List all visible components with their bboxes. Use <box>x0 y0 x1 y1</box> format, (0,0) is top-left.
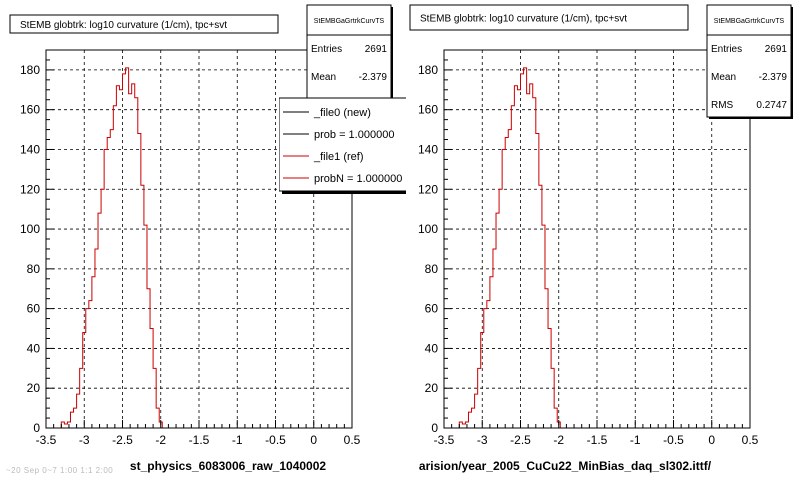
stats-entries-value: 2691 <box>365 44 388 55</box>
x-tick-label: -3.5 <box>36 433 57 447</box>
y-tick-label: 160 <box>418 103 438 117</box>
y-tick-label: 40 <box>27 341 41 355</box>
footer-note: ~20 Sep 0~7 1:00 1:1 2:00 <box>6 466 114 475</box>
x-tick-label: -1.5 <box>587 433 608 447</box>
y-tick-label: 0 <box>33 421 40 435</box>
x-axis-label: arision/year_2005_CuCu22_MinBias_daq_sl3… <box>419 459 712 473</box>
x-tick-label: -2 <box>155 433 166 447</box>
x-tick-label: 0 <box>310 433 317 447</box>
y-tick-label: 140 <box>20 142 40 156</box>
y-tick-label: 20 <box>27 381 41 395</box>
chart-title: StEMB globtrk: log10 curvature (1/cm), t… <box>20 20 227 31</box>
y-tick-label: 120 <box>418 182 438 196</box>
x-tick-label: -1.5 <box>189 433 210 447</box>
stats-entries-label: Entries <box>711 44 742 55</box>
x-tick-label: -2.5 <box>510 433 531 447</box>
histogram-series-line <box>458 67 561 428</box>
stats-mean-label: Mean <box>711 72 736 83</box>
stats-box <box>706 4 792 118</box>
y-tick-label: 180 <box>418 63 438 77</box>
stats-mean-value: -2.379 <box>759 72 788 83</box>
x-tick-label: -1 <box>630 433 641 447</box>
x-axis-label: st_physics_6083006_raw_1040002 <box>130 459 326 473</box>
stats-rms-value: 0.2747 <box>756 100 787 111</box>
y-tick-label: 120 <box>20 182 40 196</box>
y-tick-label: 20 <box>425 381 439 395</box>
histogram-panel-2: -3.5 -3 -2.5 -2 -1.5 -1 -0.5 0 0.5 0 20 40 60 80 100 12… <box>409 4 793 473</box>
stats-rms-label: RMS <box>711 100 734 111</box>
y-tick-label: 60 <box>27 302 41 316</box>
title-box <box>9 14 279 34</box>
x-tick-label: 0.5 <box>742 433 759 447</box>
y-tick-label: 160 <box>20 103 40 117</box>
legend-entry-label: _file0 (new) <box>313 107 371 119</box>
stats-mean-label: Mean <box>311 72 336 83</box>
y-tick-label: 60 <box>425 302 439 316</box>
stats-box-name: StEMBGaGrtrkCurvTS <box>714 18 785 25</box>
x-tick-label: 0.5 <box>344 433 361 447</box>
legend-body: _file0 (new) prob = 1.000000 _file1 (ref) p… <box>279 97 406 194</box>
histogram-series-line <box>60 67 163 428</box>
y-tick-label: 100 <box>20 222 40 236</box>
x-tick-label: -2.5 <box>112 433 133 447</box>
legend-box <box>279 97 406 192</box>
x-tick-label: -1 <box>232 433 243 447</box>
x-tick-label: -3 <box>477 433 488 447</box>
y-tick-label: 180 <box>20 63 40 77</box>
y-tick-label: 80 <box>425 262 439 276</box>
y-tick-label: 140 <box>418 142 438 156</box>
x-tick-label: -0.5 <box>663 433 684 447</box>
y-tick-label: 40 <box>425 341 439 355</box>
stats-entries-label: Entries <box>311 44 342 55</box>
legend: _file0 (new) prob = 1.000000 _file1 (ref) p… <box>279 97 406 194</box>
x-tick-label: -3 <box>79 433 90 447</box>
chart-title: StEMB globtrk: log10 curvature (1/cm), t… <box>420 14 627 25</box>
y-tick-label: 100 <box>418 222 438 236</box>
title-box <box>409 4 689 31</box>
x-tick-label: 0 <box>708 433 715 447</box>
histogram-panel-1: -3.5 -3 -2.5 -2 -1.5 -1 -0.5 0 0.5 0 20 40 60 80 100 12… <box>9 4 406 473</box>
y-tick-label: 80 <box>27 262 41 276</box>
stats-box-name: StEMBGaGrtrkCurvTS <box>314 18 385 25</box>
legend-entry-label: probN = 1.000000 <box>314 173 402 185</box>
x-tick-label: -3.5 <box>434 433 455 447</box>
x-tick-label: -2 <box>553 433 564 447</box>
y-tick-label: 0 <box>431 421 438 435</box>
x-tick-label: -0.5 <box>265 433 286 447</box>
stats-entries-value: 2691 <box>765 44 788 55</box>
legend-entry-label: _file1 (ref) <box>313 151 364 163</box>
legend-entry-label: prob = 1.000000 <box>314 129 394 141</box>
stats-mean-value: -2.379 <box>359 72 388 83</box>
